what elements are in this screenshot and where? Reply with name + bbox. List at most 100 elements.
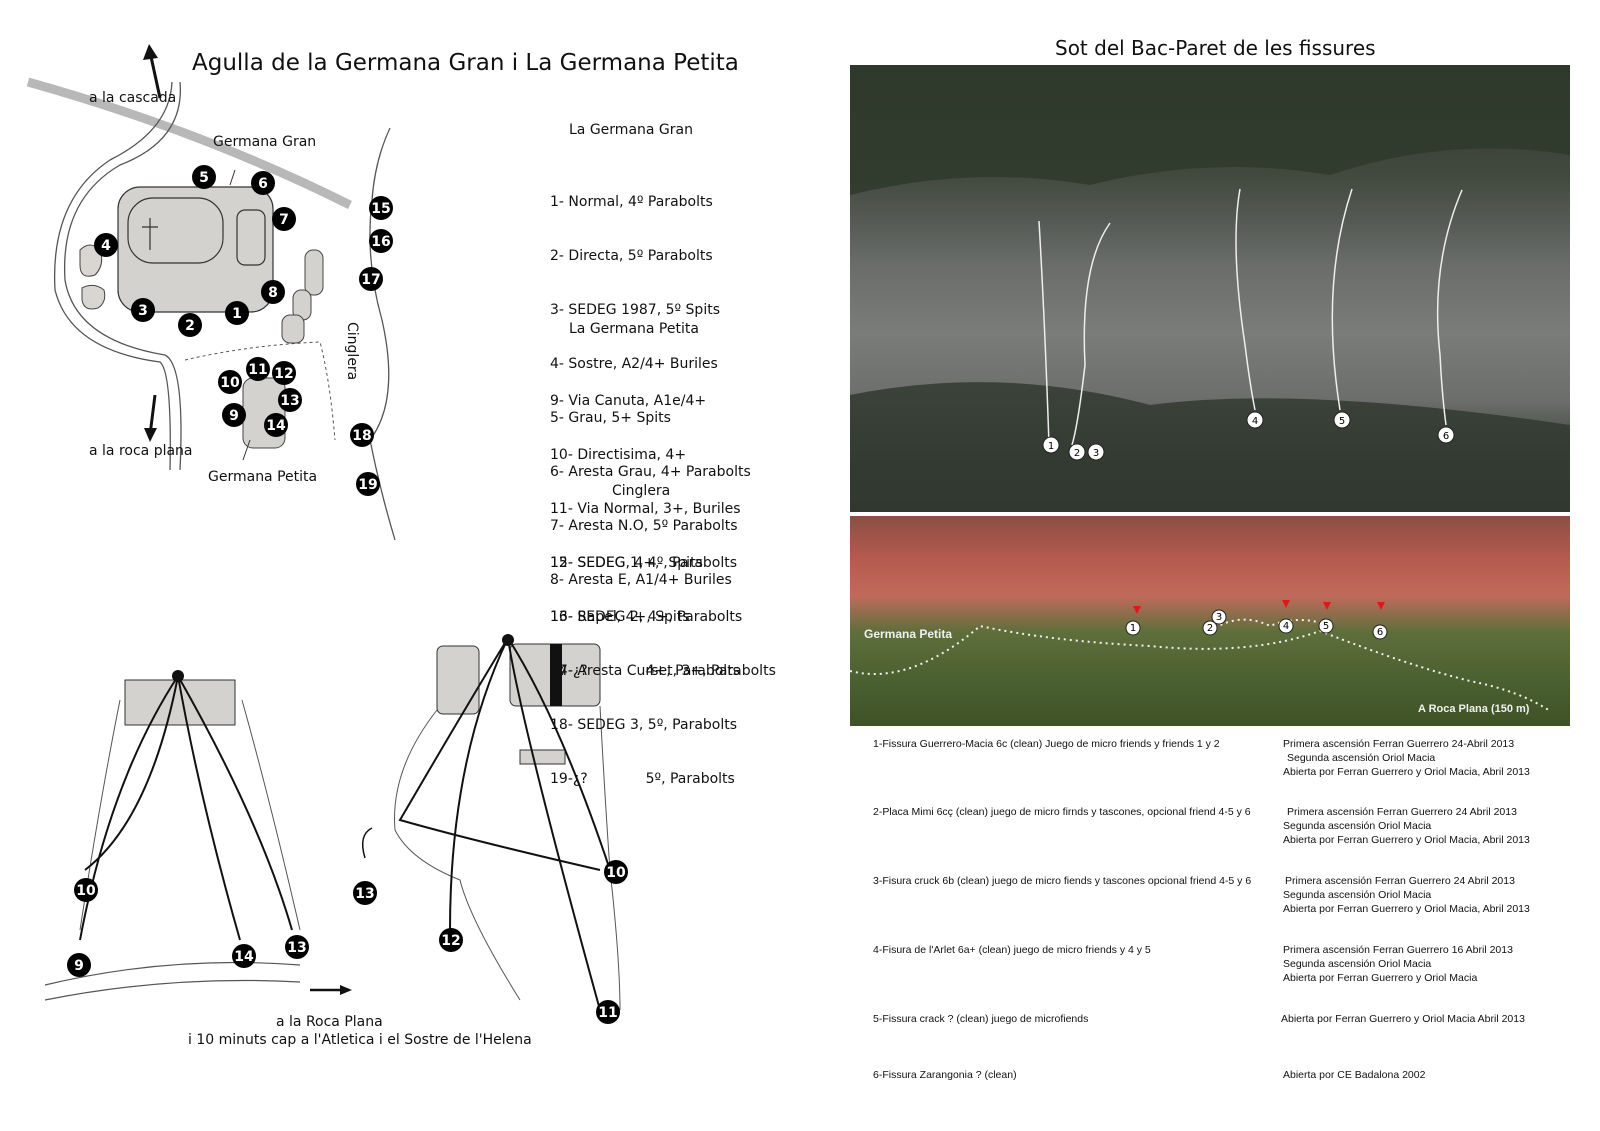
wall-routes-overlay: 1 2 3 4 5 6 [850, 65, 1570, 512]
marker-18: 18 [350, 423, 374, 447]
section-heading-cinglera: Cinglera [612, 483, 670, 499]
caption-route: 2-Placa Mimi 6cç (clean) juego de micro … [873, 805, 1251, 819]
caption-note: Abierta por Ferran Guerrero y Oriol Maci… [1281, 1012, 1525, 1026]
svg-text:6: 6 [1377, 627, 1383, 638]
marker-sketch-10a: 10 [74, 878, 98, 902]
route-item: 15- SEDEG 1, 4º, Parabolts [550, 554, 742, 572]
marker-12: 12 [272, 361, 296, 385]
svg-text:17: 17 [361, 272, 380, 288]
svg-text:13: 13 [287, 940, 306, 956]
marker-7: 7 [272, 207, 296, 231]
marker-1: 1 [225, 301, 249, 325]
route-item: 19-¿? 5º, Parabolts [550, 770, 742, 788]
marker-16: 16 [369, 229, 393, 253]
svg-text:13: 13 [355, 886, 374, 902]
svg-text:1: 1 [1048, 441, 1054, 452]
svg-text:1: 1 [232, 306, 242, 322]
route-item: 18- SEDEG 3, 5º, Parabolts [550, 716, 742, 734]
caption-route: 4-Fisura de l'Arlet 6a+ (clean) juego de… [873, 943, 1151, 957]
approach-overlay: 1 2 3 4 5 6 [850, 516, 1570, 726]
svg-text:6: 6 [258, 176, 268, 192]
svg-text:10: 10 [220, 375, 240, 391]
caption-note: Segunda ascensión Oriol Macia [1287, 751, 1435, 765]
caption-note: Abierta por Ferran Guerrero y Oriol Maci… [1283, 971, 1477, 985]
approach-marker-5: 5 [1319, 619, 1333, 633]
photo-marker-1: 1 [1043, 437, 1059, 453]
marker-sketch-12: 12 [439, 928, 463, 952]
caption-note: Abierta por Ferran Guerrero y Oriol Maci… [1283, 765, 1530, 779]
svg-text:12: 12 [274, 366, 293, 382]
marker-5: 5 [192, 165, 216, 189]
crag-title: Sot del Bac-Paret de les fissures [1055, 36, 1376, 60]
route-item: 17-¿? 4+, Parabolts [550, 662, 742, 680]
svg-text:11: 11 [248, 362, 267, 378]
svg-text:13: 13 [280, 393, 299, 409]
photo-marker-2: 2 [1069, 444, 1085, 460]
svg-text:7: 7 [279, 212, 289, 228]
svg-text:5: 5 [199, 170, 209, 186]
svg-text:4: 4 [1283, 621, 1289, 632]
svg-text:16: 16 [371, 234, 390, 250]
route-item: 1- Normal, 4º Parabolts [550, 193, 751, 211]
marker-sketch-11: 11 [596, 1000, 620, 1024]
svg-text:18: 18 [352, 428, 371, 444]
photo-marker-6: 6 [1438, 427, 1454, 443]
caption-note: Abierta por CE Badalona 2002 [1283, 1068, 1425, 1082]
marker-10: 10 [218, 370, 242, 394]
svg-text:19: 19 [358, 477, 377, 493]
svg-text:3: 3 [1093, 448, 1099, 459]
svg-text:8: 8 [268, 285, 278, 301]
caption-note: Primera ascensión Ferran Guerrero 16 Abr… [1283, 943, 1513, 957]
footer-roca-plana: a la Roca Plana [276, 1014, 383, 1030]
svg-text:4: 4 [101, 238, 111, 254]
caption-note: Abierta por Ferran Guerrero y Oriol Maci… [1283, 833, 1530, 847]
route-item: 2- Directa, 5º Parabolts [550, 247, 751, 265]
approach-marker-1: 1 [1126, 621, 1140, 635]
caption-note: Segunda ascensión Oriol Macia [1283, 819, 1431, 833]
photo-marker-3: 3 [1088, 444, 1104, 460]
svg-text:14: 14 [266, 418, 286, 434]
marker-11: 11 [246, 357, 270, 381]
svg-text:3: 3 [138, 303, 148, 319]
marker-sketch-9: 9 [67, 953, 91, 977]
caption-note: Abierta por Ferran Guerrero y Oriol Maci… [1283, 902, 1530, 916]
svg-text:2: 2 [1207, 623, 1213, 634]
marker-9: 9 [222, 403, 246, 427]
marker-sketch-13a: 13 [285, 935, 309, 959]
caption-route: 5-Fissura crack ? (clean) juego de micro… [873, 1012, 1088, 1026]
caption-note: Primera ascensión Ferran Guerrero 24 Abr… [1285, 874, 1515, 888]
svg-text:3: 3 [1216, 612, 1222, 623]
svg-text:12: 12 [441, 933, 460, 949]
svg-text:2: 2 [185, 318, 195, 334]
photo-label-germana-petita: Germana Petita [864, 627, 952, 641]
svg-text:4: 4 [1252, 416, 1258, 427]
marker-4: 4 [94, 233, 118, 257]
approach-marker-6: 6 [1373, 625, 1387, 639]
section-heading-gran: La Germana Gran [569, 122, 693, 138]
marker-6: 6 [251, 171, 275, 195]
section-heading-petita: La Germana Petita [569, 321, 699, 337]
svg-text:2: 2 [1074, 448, 1080, 459]
svg-text:11: 11 [598, 1005, 617, 1021]
marker-sketch-13b: 13 [353, 881, 377, 905]
caption-note: Primera ascensión Ferran Guerrero 24 Abr… [1287, 805, 1517, 819]
photo-marker-5: 5 [1334, 412, 1350, 428]
marker-sketch-10b: 10 [604, 860, 628, 884]
route-item: 9- Via Canuta, A1e/4+ [550, 392, 776, 410]
svg-text:9: 9 [229, 408, 239, 424]
svg-text:15: 15 [371, 201, 390, 217]
marker-2: 2 [178, 313, 202, 337]
caption-route: 1-Fissura Guerrero-Macia 6c (clean) Jueg… [873, 737, 1220, 751]
caption-route: 6-Fissura Zarangonia ? (clean) [873, 1068, 1017, 1082]
svg-text:5: 5 [1323, 621, 1329, 632]
caption-note: Segunda ascensión Oriol Macia [1283, 957, 1431, 971]
marker-19: 19 [356, 472, 380, 496]
caption-note: Segunda ascensión Oriol Macia [1283, 888, 1431, 902]
svg-text:6: 6 [1443, 431, 1449, 442]
photo-label-roca-plana: A Roca Plana (150 m) [1418, 703, 1529, 715]
caption-note: Primera ascensión Ferran Guerrero 24-Abr… [1283, 737, 1514, 751]
route-item: 16- SEDEG 2, 4+, Parabolts [550, 608, 742, 626]
marker-3: 3 [131, 298, 155, 322]
approach-marker-4: 4 [1279, 619, 1293, 633]
approach-marker-3: 3 [1212, 610, 1226, 624]
